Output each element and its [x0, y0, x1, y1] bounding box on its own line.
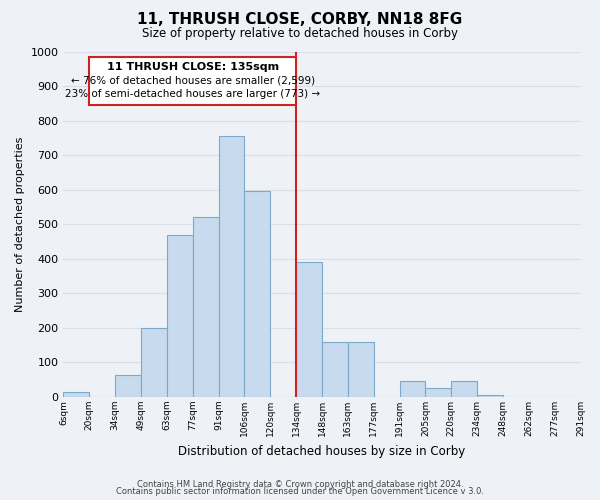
- Bar: [322, 342, 348, 397]
- Y-axis label: Number of detached properties: Number of detached properties: [15, 136, 25, 312]
- Bar: [64, 392, 89, 397]
- Bar: [141, 328, 167, 397]
- Text: 11 THRUSH CLOSE: 135sqm: 11 THRUSH CLOSE: 135sqm: [107, 62, 279, 72]
- Text: ← 76% of detached houses are smaller (2,599): ← 76% of detached houses are smaller (2,…: [71, 76, 315, 86]
- Text: Size of property relative to detached houses in Corby: Size of property relative to detached ho…: [142, 28, 458, 40]
- Bar: [477, 396, 503, 397]
- Text: 11, THRUSH CLOSE, CORBY, NN18 8FG: 11, THRUSH CLOSE, CORBY, NN18 8FG: [137, 12, 463, 28]
- Bar: [193, 218, 218, 397]
- Bar: [167, 234, 193, 397]
- Bar: [425, 388, 451, 397]
- Bar: [348, 342, 374, 397]
- Bar: [89, 56, 296, 105]
- Bar: [296, 262, 322, 397]
- Bar: [400, 382, 425, 397]
- Text: 23% of semi-detached houses are larger (773) →: 23% of semi-detached houses are larger (…: [65, 90, 320, 100]
- Bar: [218, 136, 244, 397]
- X-axis label: Distribution of detached houses by size in Corby: Distribution of detached houses by size …: [178, 444, 466, 458]
- Text: Contains public sector information licensed under the Open Government Licence v : Contains public sector information licen…: [116, 487, 484, 496]
- Bar: [451, 382, 477, 397]
- Text: Contains HM Land Registry data © Crown copyright and database right 2024.: Contains HM Land Registry data © Crown c…: [137, 480, 463, 489]
- Bar: [115, 374, 141, 397]
- Bar: [244, 192, 270, 397]
